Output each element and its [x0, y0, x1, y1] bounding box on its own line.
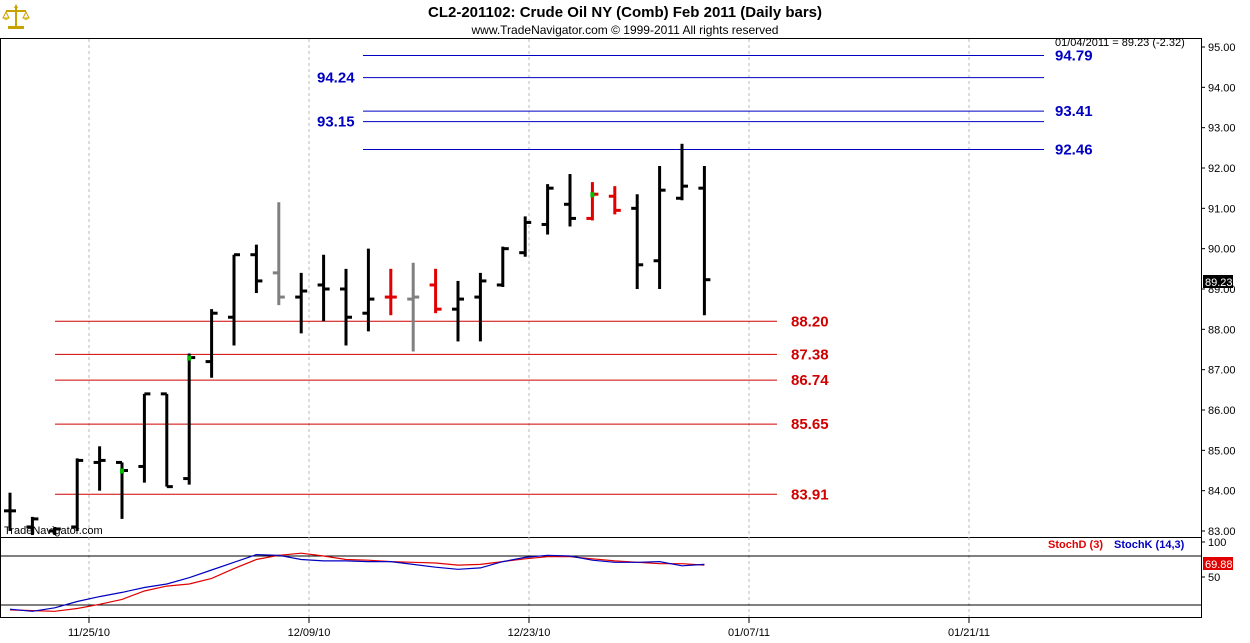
ohlc-bar: [93, 446, 106, 491]
x-tick-label: 01/07/11: [728, 627, 770, 639]
ohlc-bar: [519, 216, 532, 257]
ohlc-bar: [183, 353, 196, 485]
ohlc-bar: [272, 202, 285, 306]
level-label: 83.91: [791, 486, 829, 503]
level-label: 88.20: [791, 313, 829, 330]
y-tick-label: 85.00: [1208, 445, 1236, 457]
ohlc-bar: [295, 272, 308, 334]
ohlc-bar: [228, 253, 240, 346]
ohlc-bar: [138, 392, 151, 483]
price-axis: 83.0084.0085.0086.0087.0088.0089.0090.00…: [1201, 42, 1236, 584]
ohlc-bar: [250, 244, 263, 294]
ohlc-bar: [116, 460, 128, 519]
ohlc-bar: [26, 516, 39, 536]
stochastic-panel: [0, 552, 1201, 612]
ohlc-bar: [676, 143, 688, 201]
y-tick-label: 95.00: [1208, 42, 1236, 54]
ohlc-bar: [608, 186, 621, 215]
ohlc-bar: [586, 182, 599, 221]
ohlc-bar: [631, 194, 644, 289]
levels: 94.79 94.24 93.41 93.15 92.46 88.20 87.38 86.74…: [55, 47, 1093, 503]
level-label: 94.79: [1055, 47, 1093, 64]
level-label: 87.38: [791, 346, 829, 363]
grid: [88, 39, 970, 617]
y-tick-label: 83.00: [1208, 526, 1236, 538]
watermark: TradeNavigator.com: [4, 525, 103, 537]
signal-mark: [187, 355, 192, 361]
level-label: 85.65: [791, 416, 829, 433]
y-tick-label: 94.00: [1208, 82, 1236, 94]
level-label: 94.24: [317, 70, 355, 87]
y-tick-label: 92.00: [1208, 163, 1236, 175]
ohlc-bar: [384, 268, 397, 316]
level-label: 86.74: [791, 372, 829, 389]
y-tick-label: 86.00: [1208, 405, 1236, 417]
price-panel-frame: [0, 38, 1202, 538]
ohlc-bar: [496, 246, 509, 287]
y-tick-label: 88.00: [1208, 324, 1236, 336]
info-line: 01/04/2011 = 89.23 (-2.32): [1055, 37, 1185, 49]
ohlc-bar: [429, 268, 442, 314]
ohlc-bar: [4, 492, 16, 531]
ohlc-bar: [340, 268, 352, 346]
stoch-tick-label: 50: [1208, 572, 1220, 584]
stochk-line: [9, 553, 705, 612]
legend-stochd: StochD (3): [1048, 539, 1103, 551]
ohlc-bar: [407, 262, 420, 352]
bars: [4, 143, 711, 536]
ohlc-bar: [362, 248, 375, 332]
ohlc-bar: [653, 165, 666, 289]
date-axis: 11/25/10 12/09/10 12/23/10 01/07/11 01/21/11: [68, 618, 990, 639]
stochd-line: [9, 552, 705, 612]
current-price-tag: 89.23: [1203, 275, 1233, 289]
y-tick-label: 91.00: [1208, 203, 1236, 215]
svg-text:89.23: 89.23: [1205, 277, 1233, 289]
ohlc-bar: [48, 526, 61, 536]
y-tick-label: 93.00: [1208, 123, 1236, 135]
svg-text:69.88: 69.88: [1205, 559, 1233, 571]
ohlc-bar: [564, 174, 576, 227]
ohlc-bar: [474, 272, 487, 342]
y-tick-label: 90.00: [1208, 244, 1236, 256]
stoch-tick-label: 100: [1208, 537, 1226, 549]
signal-mark: [120, 468, 124, 474]
ohlc-bar: [452, 280, 464, 342]
legend-stochk: StochK (14,3): [1114, 539, 1185, 551]
balance-scale-icon: [2, 4, 30, 29]
ohlc-bar: [71, 458, 84, 531]
level-label: 93.15: [317, 114, 355, 131]
y-tick-label: 84.00: [1208, 486, 1236, 498]
x-tick-label: 12/09/10: [288, 627, 331, 639]
x-tick-label: 12/23/10: [508, 627, 551, 639]
x-tick-label: 11/25/10: [68, 627, 110, 639]
ohlc-bar: [698, 165, 711, 316]
current-stoch-tag: 69.88: [1203, 557, 1233, 571]
ohlc-bar: [317, 254, 330, 322]
ohlc-bar: [160, 392, 173, 489]
ohlc-bar: [541, 184, 554, 235]
level-label: 93.41: [1055, 103, 1093, 120]
signal-mark: [590, 192, 595, 198]
chart-subtitle: www.TradeNavigator.com © 1999-2011 All r…: [471, 23, 779, 37]
x-tick-label: 01/21/11: [948, 627, 990, 639]
ohlc-bar: [205, 309, 218, 378]
chart-title: CL2-201102: Crude Oil NY (Comb) Feb 2011…: [428, 4, 822, 21]
y-tick-label: 87.00: [1208, 365, 1236, 377]
level-label: 92.46: [1055, 141, 1093, 158]
